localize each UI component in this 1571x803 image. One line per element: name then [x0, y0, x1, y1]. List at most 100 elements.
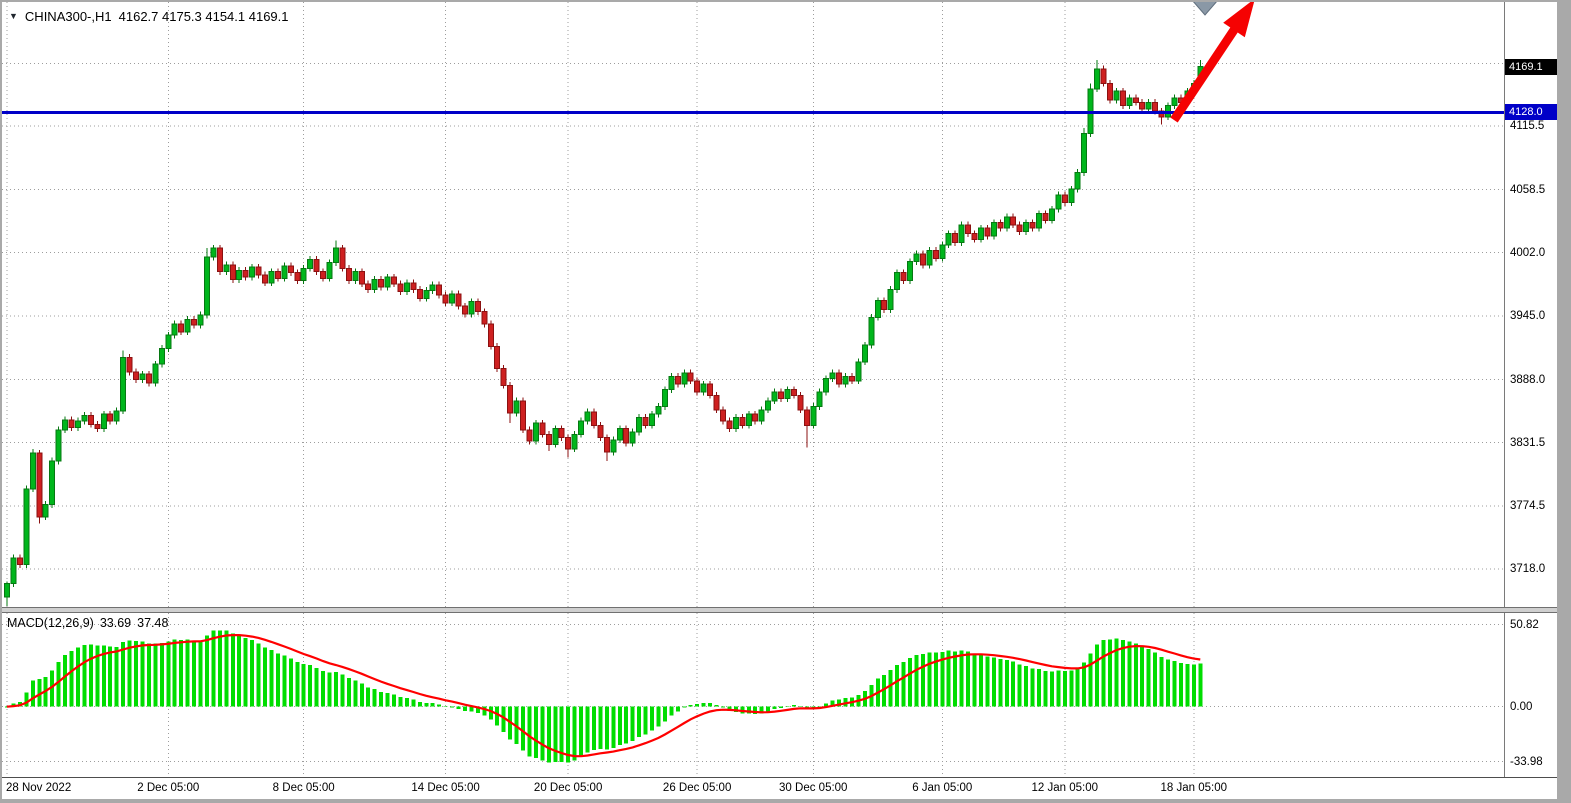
candle	[442, 294, 449, 304]
candle	[255, 266, 262, 276]
macd-histogram-bar	[179, 639, 184, 707]
macd-histogram-bar	[533, 706, 538, 759]
candle	[223, 264, 230, 273]
macd-signal-line	[6, 634, 1201, 758]
candle	[365, 283, 372, 290]
triangle-marker-icon[interactable]	[1192, 2, 1218, 16]
macd-pane[interactable]: MACD(12,26,9) 33.69 37.48	[2, 613, 1504, 777]
time-axis[interactable]: 28 Nov 2022 2 Dec 05:00 8 Dec 05:00 14 D…	[2, 777, 1557, 799]
candle	[997, 222, 1004, 229]
candle	[674, 375, 681, 385]
price-tick-label: 3888.0	[1510, 373, 1546, 386]
trend-arrow[interactable]	[1170, 2, 1255, 123]
symbol-dropdown-icon[interactable]: ▼	[9, 11, 18, 21]
candle	[191, 319, 198, 326]
candle	[1152, 101, 1159, 112]
candle	[461, 305, 468, 315]
macd-histogram-bar	[914, 654, 919, 707]
candle	[378, 278, 385, 288]
macd-histogram-bar	[566, 706, 571, 763]
macd-histogram-bar	[185, 639, 190, 707]
candle	[539, 422, 546, 435]
macd-histogram-bar	[1107, 639, 1112, 707]
candle	[423, 290, 430, 299]
candle	[4, 583, 10, 598]
macd-histogram-bar	[553, 706, 558, 762]
macd-histogram-bar	[959, 650, 964, 707]
macd-histogram-bar	[1198, 663, 1203, 707]
candle	[545, 433, 552, 445]
macd-histogram-bar	[701, 702, 706, 707]
candle	[758, 409, 765, 422]
candle	[887, 288, 894, 311]
candle	[410, 282, 417, 290]
candle	[55, 429, 62, 462]
macd-histogram-bar	[392, 694, 396, 707]
price-chart-svg[interactable]	[2, 2, 1504, 607]
macd-histogram-bar	[159, 642, 164, 707]
pane-divider[interactable]	[2, 607, 1557, 613]
candle	[268, 271, 275, 284]
macd-histogram-bar	[920, 654, 925, 707]
price-axis[interactable]: 4169.1 4128.0 4115.5 4058.5 4002.0 3945.…	[1504, 2, 1557, 777]
candle	[1100, 68, 1107, 84]
candle	[87, 414, 94, 425]
candle	[203, 256, 210, 316]
candle	[752, 413, 759, 422]
macd-histogram-bar	[321, 671, 326, 707]
symbol-label: CHINA300-,H1	[24, 9, 112, 24]
candle	[94, 423, 101, 430]
macd-histogram-bar	[559, 706, 564, 762]
candle	[894, 272, 901, 290]
macd-histogram-bar	[198, 640, 203, 707]
candle	[391, 276, 397, 285]
macd-histogram-bar	[379, 691, 384, 707]
candle	[100, 413, 107, 430]
macd-histogram-bar	[217, 630, 222, 707]
price-tick-label: 4002.0	[1510, 246, 1546, 259]
macd-histogram-bar	[1133, 643, 1138, 707]
candle	[771, 391, 778, 402]
macd-histogram-bar	[727, 706, 732, 711]
macd-histogram-bar	[30, 680, 35, 707]
macd-histogram-bar	[830, 700, 835, 707]
candle	[184, 319, 191, 333]
macd-histogram-bar	[243, 638, 248, 707]
macd-histogram-bar	[675, 706, 680, 712]
macd-histogram-bar	[940, 651, 945, 707]
candle	[494, 345, 501, 370]
macd-histogram-bar	[1069, 670, 1074, 707]
price-pane[interactable]: ▼ CHINA300-,H1 4162.7 4175.3 4154.1 4169…	[2, 2, 1504, 607]
candle	[1055, 194, 1062, 210]
macd-chart-svg[interactable]	[2, 613, 1504, 777]
candle	[778, 391, 784, 400]
candle	[1042, 213, 1049, 221]
macd-histogram-bar	[946, 650, 951, 707]
candle	[790, 389, 797, 396]
macd-histogram-bar	[333, 671, 338, 707]
candle	[339, 247, 346, 269]
macd-histogram-bar	[1024, 666, 1029, 707]
macd-histogram-bar	[495, 706, 500, 726]
price-tick-label: 3718.0	[1510, 563, 1546, 576]
candle	[1145, 101, 1152, 110]
macd-histogram-bar	[1127, 641, 1132, 707]
macd-histogram-bar	[166, 641, 171, 707]
candle	[474, 301, 481, 313]
macd-histogram-bar	[991, 657, 996, 707]
macd-histogram-bar	[295, 662, 300, 707]
price-tick-label: 3774.5	[1510, 500, 1546, 513]
macd-histogram-bar	[1075, 668, 1080, 707]
candle	[1119, 90, 1126, 107]
macd-histogram-bar	[766, 706, 771, 712]
macd-histogram-bar	[1017, 664, 1022, 707]
candle	[726, 420, 733, 430]
candle	[403, 282, 410, 293]
macd-histogram-bar	[695, 704, 700, 707]
candle	[126, 356, 133, 373]
candle	[455, 293, 462, 307]
candle	[262, 274, 268, 284]
macd-histogram-bar	[134, 640, 138, 707]
candle	[829, 372, 836, 380]
